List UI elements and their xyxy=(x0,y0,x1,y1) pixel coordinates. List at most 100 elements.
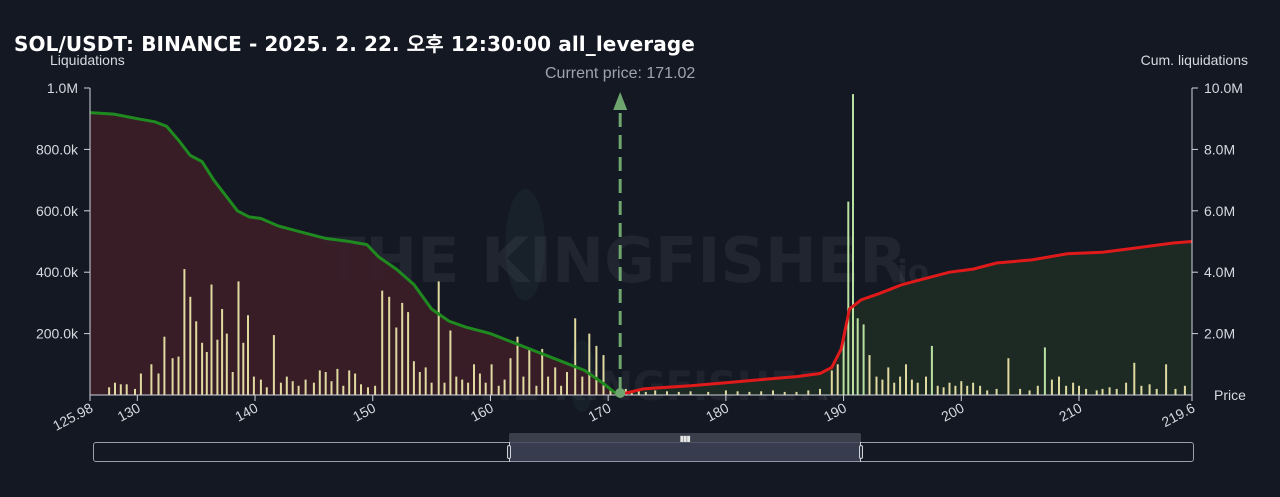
short-liquidation-bar xyxy=(324,372,327,395)
short-liquidation-bar xyxy=(225,333,228,395)
short-liquidation-bar xyxy=(516,336,519,395)
long-liquidation-bar xyxy=(1133,362,1136,395)
long-liquidation-bar xyxy=(893,382,896,395)
long-liquidation-bar xyxy=(847,201,850,395)
short-liquidation-bar xyxy=(272,335,275,395)
short-liquidation-bar xyxy=(430,382,433,395)
long-liquidation-bar xyxy=(887,367,890,395)
current-price-marker[interactable]: Current price: 171.02 xyxy=(545,65,695,398)
long-liquidation-bar xyxy=(654,390,657,395)
long-liquidation-bar xyxy=(1028,390,1031,395)
short-liquidation-bar xyxy=(291,381,294,395)
short-liquidation-bar xyxy=(237,281,240,395)
long-liquidation-bar xyxy=(1036,385,1039,395)
long-liquidation-bar xyxy=(1125,382,1128,395)
long-liquidation-bar xyxy=(856,318,859,396)
short-liquidation-bar xyxy=(318,370,321,395)
long-liquidation-bar xyxy=(910,379,913,395)
long-liquidation-bar xyxy=(905,364,907,395)
current-price-label: Current price: 171.02 xyxy=(545,65,695,82)
long-liquidation-bar xyxy=(930,345,933,395)
short-liquidation-bar xyxy=(125,384,128,395)
x-tick-label: 150 xyxy=(350,399,378,424)
long-liquidation-bar xyxy=(1078,385,1080,395)
short-liquidation-bar xyxy=(259,379,262,395)
long-liquidation-bar xyxy=(899,376,902,395)
x-tick-label: 219.6 xyxy=(1159,399,1198,430)
short-liquidation-bar xyxy=(449,330,452,395)
short-liquidation-bar xyxy=(554,367,557,395)
short-liquidation-bar xyxy=(336,368,339,395)
short-liquidation-bar xyxy=(609,388,612,395)
long-liquidation-bar xyxy=(830,370,833,395)
long-liquidation-bar xyxy=(942,387,945,395)
long-liquidation-bar xyxy=(760,391,763,395)
long-liquidation-bar xyxy=(807,390,810,395)
long-liquidation-bar xyxy=(1085,388,1088,395)
short-liquidation-bar xyxy=(157,373,160,395)
long-liquidation-bar xyxy=(772,390,774,395)
short-liquidation-bar xyxy=(247,315,249,395)
long-liquidation-bar xyxy=(724,390,727,395)
short-liquidation-bar xyxy=(581,376,584,395)
current-price-arrow-icon xyxy=(613,92,628,110)
navigator-window[interactable] xyxy=(508,442,861,462)
short-liquidation-bar xyxy=(330,381,333,395)
short-liquidation-bar xyxy=(407,312,410,395)
short-liquidation-bar xyxy=(119,384,122,395)
short-liquidation-bar xyxy=(484,382,487,395)
long-liquidation-bar xyxy=(979,385,982,395)
long-liquidation-bar xyxy=(966,385,969,395)
navigator-scrollbar[interactable] xyxy=(508,433,861,443)
right-axis-label: Cum. liquidations xyxy=(1140,52,1248,68)
range-navigator[interactable]: ▮▮▮ xyxy=(93,433,1194,462)
left-axis-label: Liquidations xyxy=(50,52,125,68)
short-liquidation-bar xyxy=(424,367,427,395)
long-liquidation-bar xyxy=(868,355,871,395)
long-liquidation-bar xyxy=(644,391,647,395)
short-cum-line xyxy=(90,111,621,396)
x-tick-label: 200 xyxy=(939,399,967,424)
short-liquidation-bar xyxy=(265,387,268,395)
navigator-grip-icon[interactable]: ▮▮▮ xyxy=(679,434,691,443)
long-liquidation-bar xyxy=(1095,390,1098,395)
long-liquidation-bar xyxy=(1148,384,1151,395)
long-liquidation-bar xyxy=(836,364,839,395)
short-liquidation-bar xyxy=(602,355,605,395)
long-liquidation-bar xyxy=(986,390,989,395)
short-liquidation-bar xyxy=(252,376,255,395)
long-liquidation-bar xyxy=(881,379,884,395)
long-liquidation-bar xyxy=(995,388,998,395)
current-price-dot xyxy=(615,388,626,398)
kingfisher-bird-icon xyxy=(505,189,545,301)
y2-tick-label: 8.0M xyxy=(1204,141,1235,157)
short-liquidation-bar xyxy=(134,388,136,395)
short-liquidation-bar xyxy=(566,372,568,395)
short-liquidation-bar xyxy=(297,385,300,395)
short-liquidation-bar xyxy=(560,385,563,395)
short-liquidation-bar xyxy=(195,321,198,395)
long-liquidation-bar xyxy=(916,382,919,395)
y2-tick-label: 10.0M xyxy=(1204,80,1243,96)
navigator-handle-left[interactable] xyxy=(506,445,511,459)
y2-tick-label: 2.0M xyxy=(1204,326,1235,342)
short-liquidation-bar xyxy=(210,284,213,395)
short-liquidation-bar xyxy=(114,382,116,395)
short-liquidation-bar xyxy=(541,348,544,395)
page-title: SOL/USDT: BINANCE - 2025. 2. 22. 오후 12:3… xyxy=(14,32,695,56)
short-liquidation-bar xyxy=(490,364,493,395)
long-liquidation-bar xyxy=(1065,385,1068,395)
short-liquidation-bar xyxy=(535,385,538,395)
long-liquidation-bar xyxy=(677,391,680,395)
short-liquidation-bar xyxy=(478,373,481,395)
short-liquidation-bar xyxy=(503,379,506,395)
x-tick-label: 130 xyxy=(115,399,143,424)
long-liquidation-bar xyxy=(1050,379,1053,395)
long-liquidation-bar xyxy=(1043,347,1046,395)
short-liquidation-bar xyxy=(418,372,421,395)
short-liquidation-bar xyxy=(455,376,458,395)
short-liquidation-bar xyxy=(279,382,282,395)
x-tick-label: 125.98 xyxy=(50,399,96,433)
navigator-handle-right[interactable] xyxy=(858,445,863,459)
long-liquidation-bar xyxy=(666,391,668,395)
